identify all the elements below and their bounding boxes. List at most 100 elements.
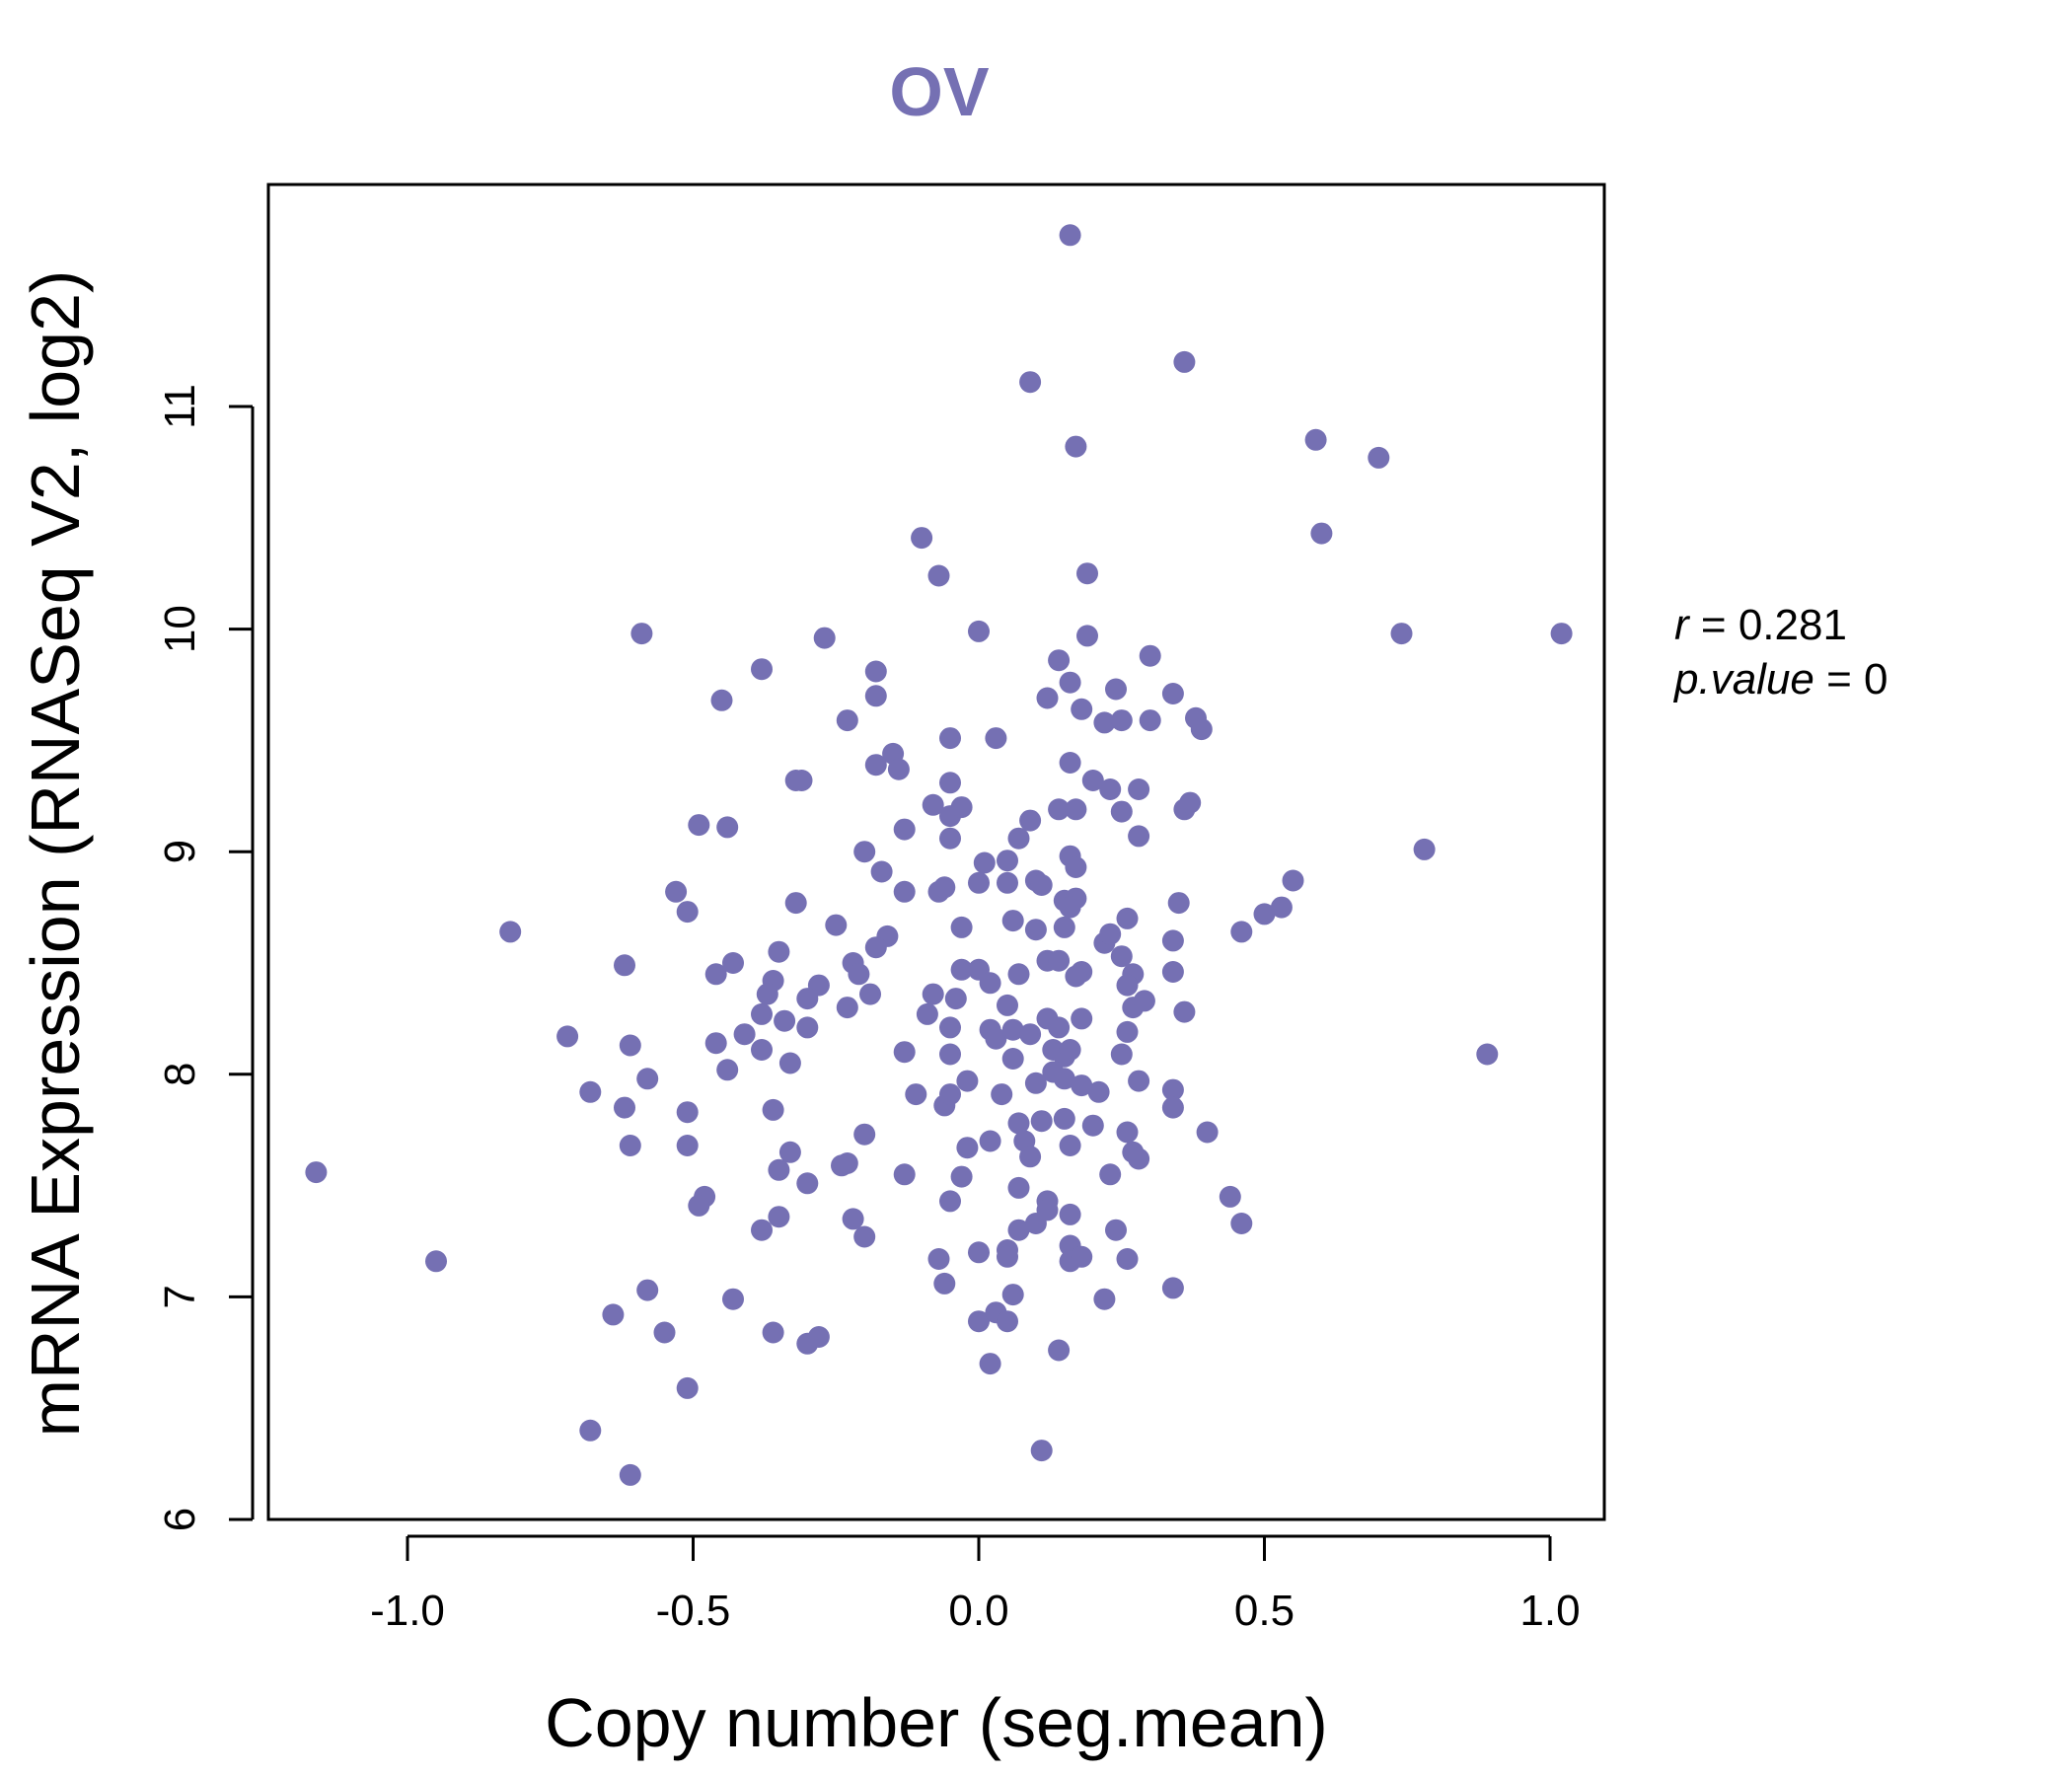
data-point <box>916 1002 938 1025</box>
data-point <box>997 1245 1018 1268</box>
data-point <box>1048 949 1071 972</box>
data-point <box>939 772 961 794</box>
data-point <box>1093 1288 1116 1310</box>
data-point <box>1007 1219 1030 1241</box>
data-point <box>1059 752 1081 774</box>
plot-frame <box>266 183 1606 1521</box>
data-point <box>1105 1219 1127 1241</box>
data-point <box>619 1034 641 1057</box>
data-point <box>1059 1135 1081 1156</box>
data-point <box>768 1206 790 1228</box>
x-tick-label: -0.5 <box>656 1587 731 1635</box>
data-point <box>1128 1147 1150 1170</box>
data-point <box>893 1163 916 1186</box>
data-point <box>1116 907 1139 929</box>
data-point <box>636 1279 659 1301</box>
data-point <box>939 1083 961 1106</box>
data-point <box>1030 874 1053 896</box>
data-point <box>1053 1068 1075 1090</box>
data-point <box>1196 1121 1219 1144</box>
data-point <box>1390 623 1413 645</box>
data-point <box>1179 791 1202 814</box>
data-point <box>864 936 887 959</box>
data-point <box>1053 916 1075 938</box>
data-point <box>956 1137 979 1159</box>
data-point <box>796 1172 819 1195</box>
data-point <box>1071 1007 1093 1030</box>
data-point <box>836 997 858 1019</box>
data-point <box>1476 1043 1499 1066</box>
data-point <box>688 1194 710 1217</box>
data-point <box>1413 838 1436 860</box>
data-point <box>1007 1176 1030 1199</box>
data-point <box>1368 446 1390 469</box>
data-point <box>796 1016 819 1039</box>
data-point <box>716 1059 739 1081</box>
data-point <box>790 770 813 791</box>
data-point <box>911 527 933 550</box>
data-point <box>1019 1146 1042 1168</box>
data-point <box>778 1141 801 1163</box>
data-point <box>1105 678 1127 701</box>
x-tick-label: -1.0 <box>370 1587 445 1635</box>
data-point <box>887 758 910 780</box>
data-point <box>1128 778 1150 800</box>
data-point <box>1019 371 1042 394</box>
data-point <box>864 754 887 777</box>
data-point <box>1161 961 1184 983</box>
data-point <box>1076 625 1098 647</box>
data-point <box>756 983 778 1005</box>
data-point <box>1059 1203 1081 1225</box>
data-point <box>848 963 870 986</box>
data-point <box>864 685 887 707</box>
data-point <box>927 1248 950 1270</box>
data-point <box>927 564 950 587</box>
data-point <box>807 1326 830 1348</box>
data-point <box>1190 718 1213 741</box>
data-point <box>853 1123 876 1146</box>
data-point <box>768 940 790 963</box>
data-point <box>1161 1078 1184 1101</box>
data-point <box>1310 522 1333 545</box>
r-value: 0.281 <box>1739 601 1847 649</box>
y-axis-ticks: 6 7 8 9 10 11 <box>156 384 253 1531</box>
data-point <box>751 1219 773 1241</box>
data-point <box>893 880 916 903</box>
data-point <box>1173 350 1196 373</box>
data-point <box>939 1190 961 1213</box>
data-point <box>950 958 973 981</box>
data-point <box>968 1241 990 1264</box>
data-point <box>676 1135 699 1156</box>
data-point <box>1099 778 1122 800</box>
data-point <box>579 1419 602 1442</box>
data-point <box>796 988 819 1010</box>
data-point <box>905 1083 927 1106</box>
data-point <box>979 1353 1001 1375</box>
data-point <box>722 1288 744 1310</box>
data-point <box>1001 1018 1024 1041</box>
data-point <box>1128 1070 1150 1092</box>
data-point <box>676 1101 699 1124</box>
data-point <box>870 860 893 883</box>
p-statistic: p.value = 0 <box>1672 655 1888 703</box>
data-point <box>1019 1023 1042 1046</box>
data-point <box>1071 1074 1093 1097</box>
data-point <box>968 1310 990 1333</box>
data-point <box>1230 921 1253 943</box>
data-point <box>704 963 727 986</box>
data-point <box>688 814 710 837</box>
data-point <box>1110 800 1133 823</box>
y-tick-label: 8 <box>156 1063 204 1086</box>
data-point <box>1048 649 1071 672</box>
data-point <box>922 793 944 816</box>
data-point <box>991 1083 1013 1106</box>
data-point <box>1219 1185 1241 1208</box>
data-point <box>1161 1277 1184 1299</box>
data-point <box>1128 825 1150 848</box>
data-point <box>950 1165 973 1188</box>
data-point <box>997 871 1018 894</box>
data-point <box>997 850 1018 872</box>
data-point <box>733 1023 756 1046</box>
data-point <box>1053 1107 1075 1130</box>
